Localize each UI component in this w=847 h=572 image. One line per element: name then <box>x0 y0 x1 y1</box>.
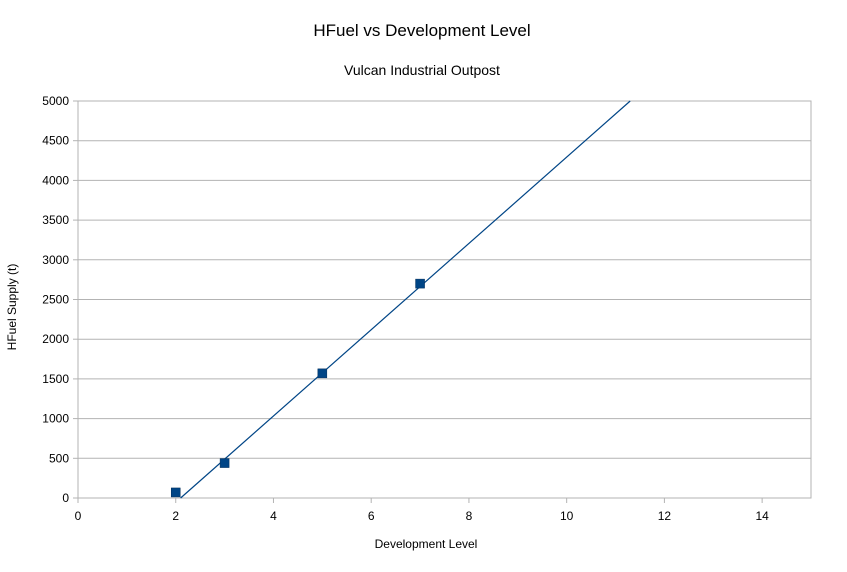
x-tick-label: 0 <box>75 509 82 523</box>
chart-subtitle: Vulcan Industrial Outpost <box>344 62 500 78</box>
chart-title: HFuel vs Development Level <box>313 21 530 40</box>
y-axis-ticks: 0 500 1000 1500 2000 2500 3000 3500 4000 4500 5000 <box>42 94 78 505</box>
x-tick-label: 10 <box>560 509 574 523</box>
y-tick-label: 1500 <box>42 372 69 386</box>
x-tick-label: 12 <box>658 509 672 523</box>
y-axis-title: HFuel Supply (t) <box>5 264 19 351</box>
x-tick-label: 2 <box>172 509 179 523</box>
x-tick-label: 6 <box>368 509 375 523</box>
grid <box>78 100 811 499</box>
data-point <box>415 278 425 289</box>
data-points <box>170 278 425 498</box>
x-tick-label: 4 <box>270 509 277 523</box>
data-point <box>170 487 181 498</box>
x-tick-label: 8 <box>466 509 473 523</box>
y-tick-label: 4000 <box>42 173 69 187</box>
y-tick-label: 3500 <box>42 213 69 227</box>
data-point <box>317 368 328 379</box>
y-tick-label: 3000 <box>42 253 69 267</box>
y-tick-label: 0 <box>62 491 69 505</box>
y-tick-label: 2000 <box>42 332 69 346</box>
y-tick-label: 1000 <box>42 412 69 426</box>
y-tick-label: 500 <box>49 451 69 465</box>
trendline <box>180 100 631 499</box>
x-axis-ticks: 0 2 4 6 8 10 12 14 <box>75 498 769 523</box>
x-tick-label: 14 <box>755 509 769 523</box>
y-tick-label: 4500 <box>42 134 69 148</box>
data-point <box>219 458 230 468</box>
trendline-group <box>180 100 631 499</box>
y-tick-label: 5000 <box>42 94 69 108</box>
x-axis-title: Development Level <box>375 537 478 551</box>
y-tick-label: 2500 <box>42 293 69 307</box>
